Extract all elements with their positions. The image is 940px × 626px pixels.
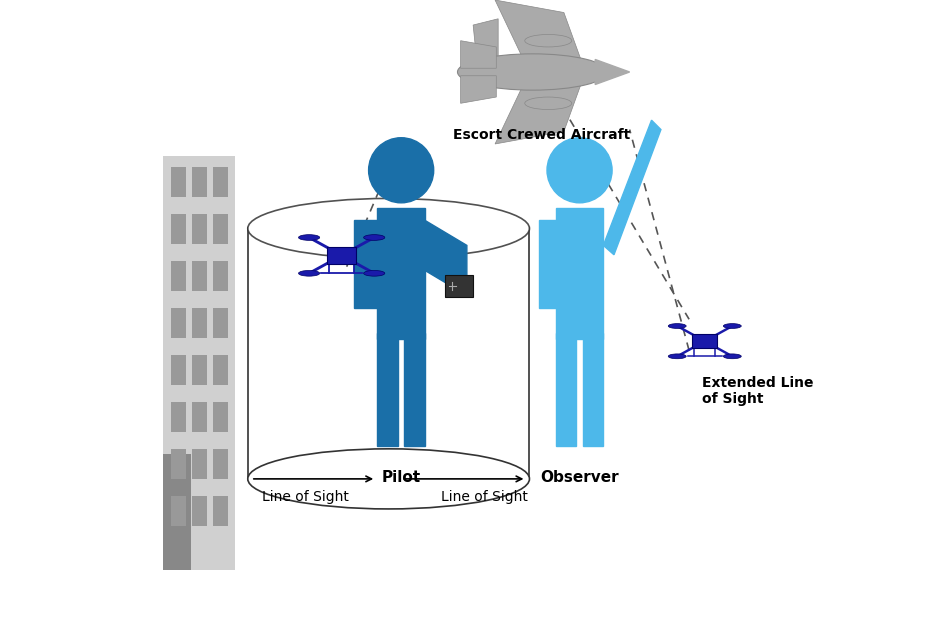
Polygon shape — [583, 333, 603, 446]
Bar — [164, 156, 235, 570]
Bar — [171, 167, 186, 197]
Bar — [171, 261, 186, 291]
Circle shape — [368, 138, 433, 203]
Bar — [212, 449, 227, 479]
Bar — [327, 247, 356, 264]
Polygon shape — [556, 333, 576, 446]
Ellipse shape — [458, 54, 608, 90]
Bar — [164, 454, 191, 570]
Bar — [192, 449, 207, 479]
Bar — [445, 275, 473, 297]
Bar — [212, 214, 227, 244]
Ellipse shape — [668, 324, 686, 329]
Text: Extended Line
of Sight: Extended Line of Sight — [701, 376, 813, 406]
Polygon shape — [539, 220, 556, 308]
Polygon shape — [473, 19, 498, 56]
Ellipse shape — [525, 34, 572, 47]
Polygon shape — [595, 59, 630, 85]
Ellipse shape — [364, 235, 384, 240]
Bar — [192, 355, 207, 385]
Polygon shape — [461, 41, 496, 68]
Polygon shape — [603, 120, 661, 255]
Bar — [192, 496, 207, 526]
Polygon shape — [495, 0, 583, 66]
Ellipse shape — [248, 449, 529, 509]
Bar — [212, 496, 227, 526]
Polygon shape — [461, 76, 496, 103]
Bar — [171, 308, 186, 338]
Bar — [192, 261, 207, 291]
Bar — [171, 402, 186, 432]
Circle shape — [547, 138, 612, 203]
Polygon shape — [556, 208, 603, 339]
Ellipse shape — [724, 354, 742, 359]
Polygon shape — [404, 333, 425, 446]
Text: Pilot: Pilot — [382, 470, 421, 485]
Bar — [192, 308, 207, 338]
Polygon shape — [377, 333, 398, 446]
Bar — [171, 496, 186, 526]
Bar — [693, 334, 717, 348]
Polygon shape — [354, 220, 377, 308]
Bar — [171, 355, 186, 385]
Polygon shape — [425, 220, 467, 295]
Ellipse shape — [525, 97, 572, 110]
Bar — [171, 214, 186, 244]
Bar — [171, 449, 186, 479]
Text: Observer: Observer — [540, 470, 619, 485]
Text: Line of Sight: Line of Sight — [262, 490, 349, 504]
Ellipse shape — [724, 324, 742, 329]
Ellipse shape — [248, 198, 529, 259]
Text: Line of Sight: Line of Sight — [441, 490, 527, 504]
Text: Escort Crewed Aircraft: Escort Crewed Aircraft — [453, 128, 631, 142]
Bar — [212, 167, 227, 197]
Bar — [192, 402, 207, 432]
Bar — [212, 261, 227, 291]
Bar — [192, 214, 207, 244]
Ellipse shape — [299, 235, 320, 240]
Bar — [192, 167, 207, 197]
Polygon shape — [495, 78, 583, 144]
Bar — [212, 355, 227, 385]
Bar — [212, 402, 227, 432]
Polygon shape — [377, 208, 425, 339]
Ellipse shape — [364, 270, 384, 276]
Ellipse shape — [299, 270, 320, 276]
Ellipse shape — [668, 354, 686, 359]
Bar — [212, 308, 227, 338]
